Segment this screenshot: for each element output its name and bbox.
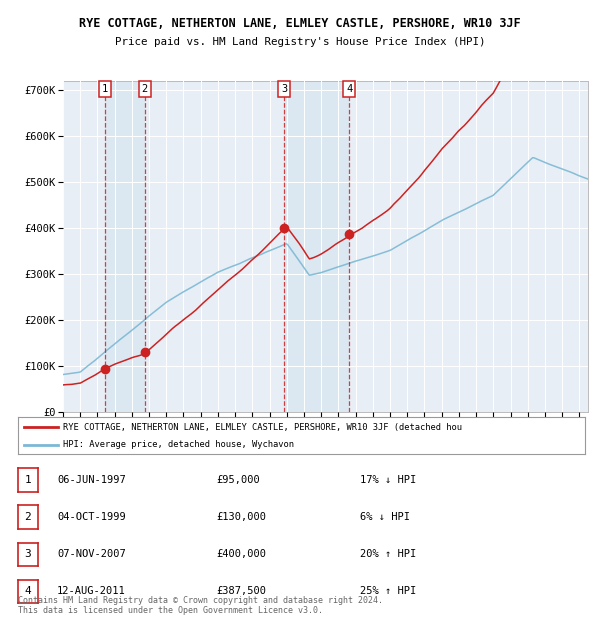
- Bar: [284, 81, 349, 412]
- Text: 12-AUG-2011: 12-AUG-2011: [57, 587, 126, 596]
- Text: 1: 1: [102, 84, 108, 94]
- Text: 04-OCT-1999: 04-OCT-1999: [57, 512, 126, 522]
- Text: 20% ↑ HPI: 20% ↑ HPI: [360, 549, 416, 559]
- Text: 4: 4: [346, 84, 352, 94]
- Bar: [105, 81, 145, 412]
- Text: 4: 4: [25, 587, 31, 596]
- Text: £387,500: £387,500: [216, 587, 266, 596]
- Text: Price paid vs. HM Land Registry's House Price Index (HPI): Price paid vs. HM Land Registry's House …: [115, 37, 485, 47]
- Text: £130,000: £130,000: [216, 512, 266, 522]
- Text: Contains HM Land Registry data © Crown copyright and database right 2024.
This d: Contains HM Land Registry data © Crown c…: [18, 596, 383, 615]
- Text: 6% ↓ HPI: 6% ↓ HPI: [360, 512, 410, 522]
- Text: RYE COTTAGE, NETHERTON LANE, ELMLEY CASTLE, PERSHORE, WR10 3JF: RYE COTTAGE, NETHERTON LANE, ELMLEY CAST…: [79, 17, 521, 30]
- Text: 2: 2: [142, 84, 148, 94]
- Text: 07-NOV-2007: 07-NOV-2007: [57, 549, 126, 559]
- Text: 17% ↓ HPI: 17% ↓ HPI: [360, 475, 416, 485]
- Text: 2: 2: [25, 512, 31, 522]
- Text: 1: 1: [25, 475, 31, 485]
- Text: 25% ↑ HPI: 25% ↑ HPI: [360, 587, 416, 596]
- Text: £400,000: £400,000: [216, 549, 266, 559]
- Text: HPI: Average price, detached house, Wychavon: HPI: Average price, detached house, Wych…: [64, 440, 295, 449]
- Text: 3: 3: [281, 84, 287, 94]
- Text: 06-JUN-1997: 06-JUN-1997: [57, 475, 126, 485]
- Text: 3: 3: [25, 549, 31, 559]
- Text: RYE COTTAGE, NETHERTON LANE, ELMLEY CASTLE, PERSHORE, WR10 3JF (detached hou: RYE COTTAGE, NETHERTON LANE, ELMLEY CAST…: [64, 423, 463, 432]
- Text: £95,000: £95,000: [216, 475, 260, 485]
